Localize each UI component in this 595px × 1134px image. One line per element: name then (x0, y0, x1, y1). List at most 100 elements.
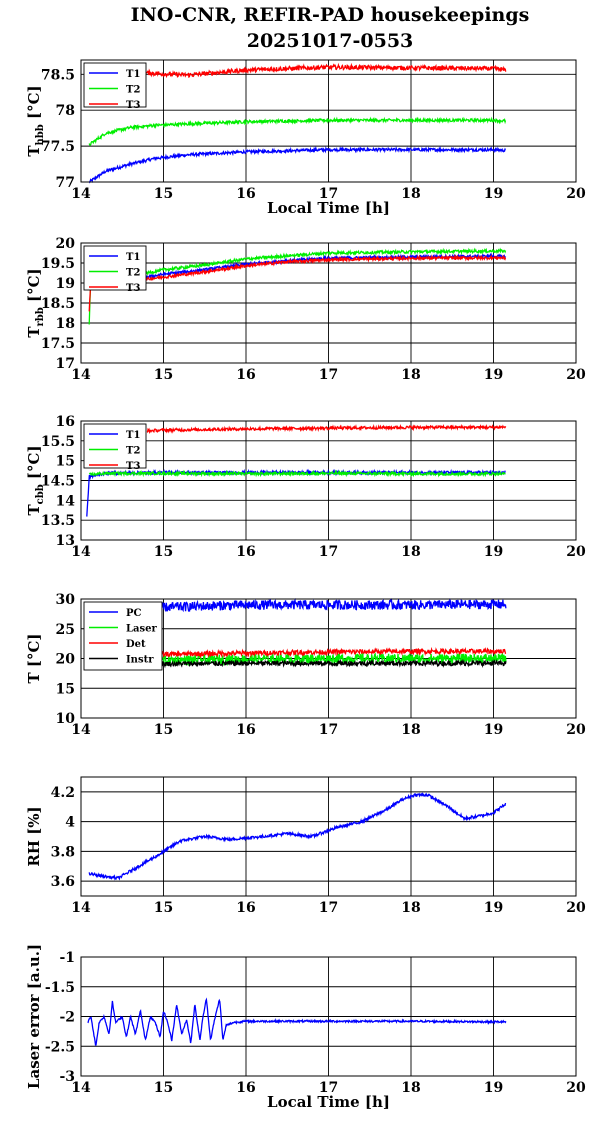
x-tick-label: 19 (484, 722, 503, 738)
y-tick-label: 4 (65, 815, 75, 831)
series-line-t3 (88, 254, 507, 312)
legend-label: T3 (126, 100, 140, 111)
y-tick-label: 77 (56, 175, 75, 191)
x-tick-label: 16 (236, 367, 255, 383)
x-tick-label: 19 (484, 186, 503, 202)
y-axis-label: Thbb [°C] (25, 85, 46, 156)
x-tick-label: 18 (401, 900, 420, 916)
x-tick-label: 16 (236, 722, 255, 738)
legend: T1 T2 T3 (83, 423, 147, 472)
y-axis-label: Tcbb [°C] (25, 445, 46, 515)
y-tick-label: 78.5 (41, 67, 75, 83)
y-tick-label: -1 (59, 950, 75, 966)
y-tick-label: 17.5 (41, 336, 75, 352)
y-tick-label: 18.5 (41, 296, 75, 312)
x-tick-label: 17 (319, 367, 338, 383)
x-tick-label: 15 (154, 1080, 173, 1096)
x-axis-label: Local Time [h] (267, 1093, 390, 1111)
y-tick-label: 15 (56, 681, 75, 697)
series-line-t2 (88, 247, 507, 325)
legend-label: T1 (126, 252, 140, 263)
y-tick-label: -2.5 (45, 1039, 75, 1055)
figure-title-line2: 20251017-0553 (247, 30, 414, 52)
y-tick-label: 20 (56, 652, 76, 668)
x-tick-label: 20 (566, 367, 586, 383)
x-tick-label: 15 (154, 722, 173, 738)
y-tick-label: 13 (56, 533, 75, 549)
y-tick-label: 14.5 (41, 474, 75, 490)
legend-label: T2 (126, 85, 140, 96)
series-line-main (87, 997, 507, 1046)
y-tick-label: 15 (56, 454, 75, 470)
x-tick-label: 15 (154, 544, 173, 560)
legend-label: T1 (126, 69, 140, 80)
legend-label: Det (126, 639, 146, 650)
y-tick-label: 15.5 (41, 434, 75, 450)
series-line-t2 (88, 469, 506, 478)
y-tick-label: 19 (56, 276, 75, 292)
legend-label: T3 (126, 283, 140, 294)
legend-label: T3 (126, 461, 140, 472)
legend: PC Laser Det Instr (83, 601, 163, 671)
x-tick-label: 16 (236, 186, 255, 202)
series-line-pc (146, 597, 507, 613)
y-tick-label: 18 (56, 316, 75, 332)
x-tick-label: 17 (319, 900, 338, 916)
plot-frame (80, 956, 577, 1077)
y-tick-label: 13.5 (41, 513, 75, 529)
figure-title-line1: INO-CNR, REFIR-PAD housekeepings (131, 4, 530, 26)
x-tick-label: 17 (319, 1080, 338, 1096)
panel-3: 14 15 16 17 18 19 20 13 13.5 14 14.5 15 15.5 16 Tcbb [… (25, 414, 586, 560)
x-tick-label: 17 (319, 722, 338, 738)
y-tick-label: 4.2 (51, 785, 75, 801)
x-tick-label: 18 (401, 544, 420, 560)
x-tick-label: 15 (154, 900, 173, 916)
y-tick-label: 25 (56, 622, 75, 638)
legend: T1 T2 T3 (83, 62, 147, 111)
x-tick-label: 14 (71, 544, 91, 560)
x-tick-label: 14 (71, 367, 91, 383)
x-tick-label: 18 (401, 1080, 420, 1096)
legend-label: T2 (126, 446, 140, 457)
plot-frame (80, 420, 577, 541)
y-axis-label: RH [%] (25, 806, 43, 866)
legend-label: T1 (126, 430, 140, 441)
y-tick-label: 10 (56, 711, 76, 727)
panel-1: 14 15 16 17 18 19 20 77 77.5 78 78.5 Local Time [h]… (25, 59, 586, 217)
x-tick-label: 14 (71, 1080, 91, 1096)
plot-frame (80, 776, 577, 897)
x-tick-label: 16 (236, 1080, 255, 1096)
legend-label: Laser (126, 624, 158, 635)
plot-frame (80, 242, 577, 364)
x-tick-label: 19 (484, 900, 503, 916)
x-tick-label: 14 (71, 722, 91, 738)
x-tick-label: 18 (401, 367, 420, 383)
y-tick-label: 19.5 (41, 256, 75, 272)
series-line-main (88, 792, 507, 881)
x-tick-label: 15 (154, 367, 173, 383)
x-tick-label: 19 (484, 544, 503, 560)
y-tick-label: 17 (56, 356, 75, 372)
x-axis-label: Local Time [h] (267, 199, 390, 217)
x-tick-label: 20 (566, 544, 586, 560)
legend-box (83, 423, 147, 469)
series-line-t1 (88, 145, 507, 184)
x-tick-label: 14 (71, 900, 91, 916)
y-tick-label: 78 (56, 103, 75, 119)
series-line-det (146, 646, 507, 659)
series-line-t3 (117, 62, 507, 79)
x-tick-label: 18 (401, 186, 420, 202)
y-tick-label: 3.8 (51, 844, 75, 860)
x-tick-label: 19 (484, 1080, 503, 1096)
plot-frame (80, 598, 577, 719)
x-tick-label: 20 (566, 722, 586, 738)
y-axis-label: Laser error [a.u.] (25, 944, 43, 1089)
series-line-t2 (88, 116, 507, 146)
x-tick-label: 17 (319, 544, 338, 560)
y-tick-label: 77.5 (41, 139, 75, 155)
y-tick-label: 30 (56, 592, 76, 608)
x-tick-label: 17 (319, 186, 338, 202)
legend-label: T2 (126, 268, 140, 279)
x-tick-label: 18 (401, 722, 420, 738)
